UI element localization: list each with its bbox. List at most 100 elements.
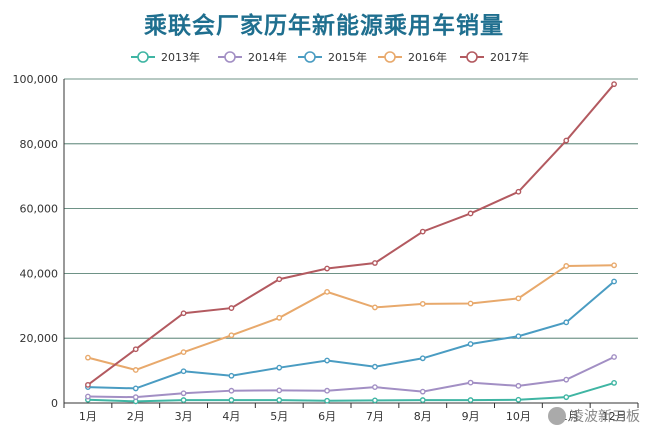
y-tick-label: 60,000 xyxy=(20,203,59,216)
data-point xyxy=(324,265,330,272)
data-point xyxy=(324,288,330,295)
data-point xyxy=(467,379,474,386)
data-point xyxy=(228,372,235,379)
legend-label: 2013年 xyxy=(161,50,200,64)
x-tick-label: 9月 xyxy=(462,410,480,423)
series-line xyxy=(87,264,615,371)
y-tick-label: 80,000 xyxy=(20,138,59,151)
x-tick-label: 1月 xyxy=(79,410,97,423)
series-line xyxy=(87,280,615,390)
legend-marker xyxy=(466,51,478,63)
data-point xyxy=(180,368,187,375)
data-point xyxy=(228,397,235,403)
x-tick-label: 3月 xyxy=(175,410,193,423)
data-point xyxy=(611,81,617,88)
data-point xyxy=(515,382,522,389)
x-tick-label: 10月 xyxy=(506,410,531,423)
data-point xyxy=(85,393,91,400)
x-tick-label: 5月 xyxy=(270,410,288,423)
data-point xyxy=(515,396,522,403)
x-tick-label: 4月 xyxy=(222,410,240,423)
data-point xyxy=(276,397,283,403)
legend-item[interactable]: 2013年 xyxy=(131,50,200,64)
data-point xyxy=(467,300,474,307)
legend-marker xyxy=(137,51,149,63)
data-point xyxy=(563,394,570,401)
data-point xyxy=(324,397,330,404)
data-point xyxy=(419,397,426,403)
data-point xyxy=(228,305,235,311)
legend-label: 2017年 xyxy=(490,50,529,64)
data-point xyxy=(372,384,378,391)
data-point xyxy=(467,341,474,347)
data-point xyxy=(372,363,378,370)
chart-title: 乘联会厂家历年新能源乘用车销量 xyxy=(144,13,504,39)
data-point xyxy=(419,388,426,395)
y-tick-label: 40,000 xyxy=(20,267,59,280)
data-point xyxy=(515,188,522,195)
y-tick-label: 20,000 xyxy=(20,332,59,345)
legend-label: 2014年 xyxy=(248,50,287,64)
data-point xyxy=(180,310,187,317)
data-point xyxy=(515,295,522,302)
axes: 0 20,000 40,000 60,000 80,000 100,000 1月 2月 3月 4月… xyxy=(13,73,639,423)
data-point xyxy=(85,381,91,388)
series-line xyxy=(87,356,615,399)
data-point xyxy=(180,397,187,403)
data-point xyxy=(132,394,139,401)
x-tick-label: 7月 xyxy=(366,410,384,423)
data-point xyxy=(372,260,378,266)
data-point xyxy=(324,357,330,364)
data-point xyxy=(563,263,570,269)
data-point xyxy=(611,278,617,285)
legend-marker xyxy=(224,51,236,63)
data-point xyxy=(419,300,426,307)
data-point xyxy=(180,390,187,397)
series-group xyxy=(85,81,617,405)
x-tick-label: 2月 xyxy=(127,410,145,423)
legend-marker xyxy=(384,51,396,63)
data-point xyxy=(467,397,474,403)
data-point xyxy=(419,355,426,362)
data-point xyxy=(515,333,522,340)
legend-label: 2016年 xyxy=(408,50,447,64)
data-point xyxy=(276,276,283,283)
series-line xyxy=(87,83,615,386)
data-point xyxy=(180,349,187,356)
x-tick-label: 12月 xyxy=(602,410,627,423)
data-point xyxy=(132,385,139,392)
data-point xyxy=(563,319,570,326)
data-point xyxy=(132,346,139,353)
legend-item[interactable]: 2016年 xyxy=(378,50,447,64)
y-tick-label: 0 xyxy=(51,397,58,410)
data-point xyxy=(85,354,91,361)
data-point xyxy=(611,354,617,360)
legend-marker xyxy=(304,51,316,63)
legend-item[interactable]: 2017年 xyxy=(460,50,529,64)
legend-item[interactable]: 2015年 xyxy=(298,50,367,64)
x-tick-label: 6月 xyxy=(318,410,336,423)
series-line xyxy=(87,381,615,403)
data-point xyxy=(228,387,235,394)
watermark-text: 凌波新三板 xyxy=(570,409,640,425)
data-point xyxy=(563,376,570,383)
y-tick-label: 100,000 xyxy=(13,73,59,86)
data-point xyxy=(324,387,330,394)
data-point xyxy=(132,367,139,373)
legend-item[interactable]: 2014年 xyxy=(218,50,287,64)
data-point xyxy=(276,314,283,321)
data-point xyxy=(419,228,426,235)
watermark: 凌波新三板 xyxy=(548,406,640,426)
data-point xyxy=(467,210,474,217)
legend-label: 2015年 xyxy=(328,50,367,64)
data-point xyxy=(611,262,617,269)
data-point xyxy=(372,397,378,404)
data-point xyxy=(611,380,617,386)
data-point xyxy=(563,137,570,144)
legend[interactable]: 2013年 2014年 2015年 2016年 2017年 xyxy=(131,50,529,64)
data-point xyxy=(276,364,283,371)
data-point xyxy=(228,332,235,339)
data-point xyxy=(372,304,378,311)
grid-lines xyxy=(64,78,638,339)
